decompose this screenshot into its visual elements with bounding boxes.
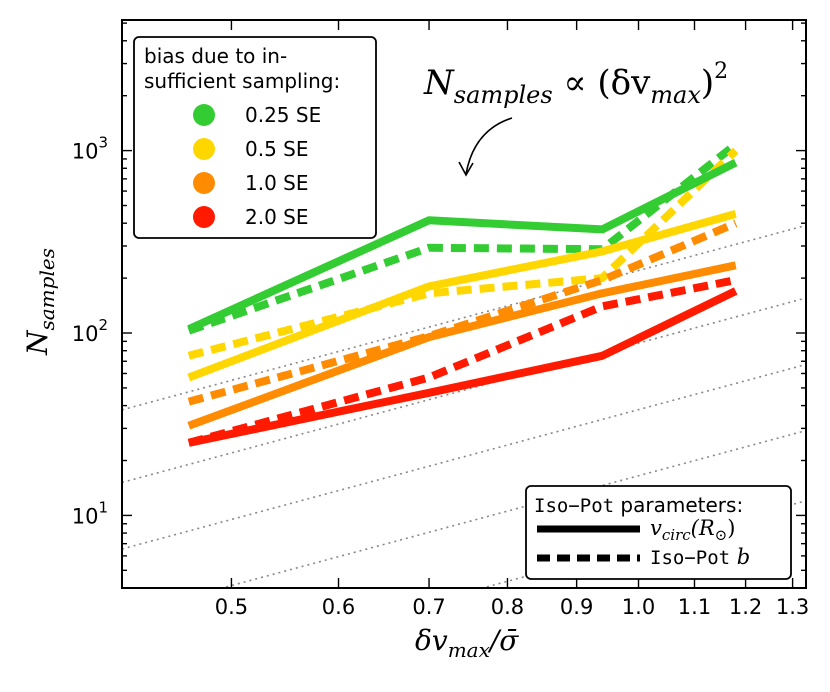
series-line-1-0-se-v-circ [187, 261, 737, 430]
legend-bias-label-3: 2.0 SE [245, 205, 309, 229]
annotation-arrow [465, 117, 513, 175]
legend-bias-marker-0 [193, 104, 215, 126]
legend-bias-marker-2 [193, 172, 215, 194]
legend-bias-title-1: bias due to in- [144, 44, 287, 68]
legend-bias-title-2: sufficient sampling: [144, 69, 340, 93]
series-line-0-5-se-v-circ [187, 210, 737, 382]
y-tick-label-2: 103 [72, 134, 108, 164]
legend-method-title-mono: Iso−Pot [534, 495, 614, 517]
reference-line-2 [122, 363, 806, 550]
series-line-1-0-se-iso-b [187, 219, 738, 406]
x-tick-label-2: 0.7 [412, 595, 445, 619]
plot-frame [121, 19, 807, 589]
x-tick-label-0: 0.5 [215, 595, 248, 619]
series-line-0-25-se-v-circ [187, 159, 738, 333]
reference-line-4 [122, 224, 806, 411]
scaling-annotation: Nsamples ∝ (δvmax)2 [423, 59, 728, 177]
legend-bias-label-2: 1.0 SE [245, 171, 309, 195]
reference-line-1 [219, 429, 806, 588]
legend-method-title: Iso−Pot parameters: [534, 493, 743, 517]
series-group [187, 141, 739, 447]
legend-method-isopot-label: Iso−Pot b [650, 545, 750, 569]
y-axis-label: Nsamples [21, 248, 59, 356]
legend-bias: bias due to in- sufficient sampling: 0.2… [133, 36, 377, 239]
annotation-middle: ∝ (δv [553, 63, 651, 103]
annotation-max-sub: max [650, 81, 701, 109]
legend-bias-marker-3 [193, 206, 215, 228]
y-tick-label-0: 101 [72, 498, 108, 528]
x-axis-label: δvmax/σ̄ [415, 624, 519, 662]
annotation-samples-sub: samples [454, 81, 553, 109]
legend-method-vcirc-label: vcirc(R⊙) [650, 516, 735, 544]
annotation-exponent: 2 [714, 59, 728, 84]
svg-text:Nsamples ∝ (δvmax)2: Nsamples ∝ (δvmax)2 [423, 59, 728, 109]
legend-bias-label-1: 0.5 SE [245, 137, 309, 161]
legend-method-title-rest: parameters: [614, 493, 743, 517]
annotation-n: N [423, 63, 455, 103]
y-tick-label-1: 102 [72, 316, 108, 346]
x-tick-label-1: 0.6 [322, 595, 355, 619]
legend-method-frame [525, 485, 792, 580]
series-line-0-5-se-iso-b [187, 147, 739, 360]
x-tick-label-6: 1.1 [678, 595, 711, 619]
x-tick-label-7: 1.2 [729, 595, 762, 619]
reference-line-3 [122, 297, 806, 484]
x-tick-label-5: 1.0 [622, 595, 655, 619]
legend-bias-label-0: 0.25 SE [245, 103, 321, 127]
reference-lines [122, 224, 806, 588]
annotation-arrowhead [458, 161, 474, 177]
annotation-close: ) [701, 63, 714, 103]
legend-bias-marker-1 [193, 138, 215, 160]
legend-method: Iso−Pot parameters: vcirc(R⊙) Iso−Pot b [525, 485, 792, 580]
axis-ticks: 0.5 0.6 0.7 0.8 0.9 1.0 1.1 1.2 1.3 101 102 103 [72, 20, 809, 619]
x-tick-label-8: 1.3 [776, 595, 809, 619]
series-line-2-0-se-iso-b [187, 276, 737, 447]
x-tick-label-3: 0.8 [491, 595, 524, 619]
x-tick-label-4: 0.9 [560, 595, 593, 619]
series-line-2-0-se-v-circ [187, 287, 738, 447]
